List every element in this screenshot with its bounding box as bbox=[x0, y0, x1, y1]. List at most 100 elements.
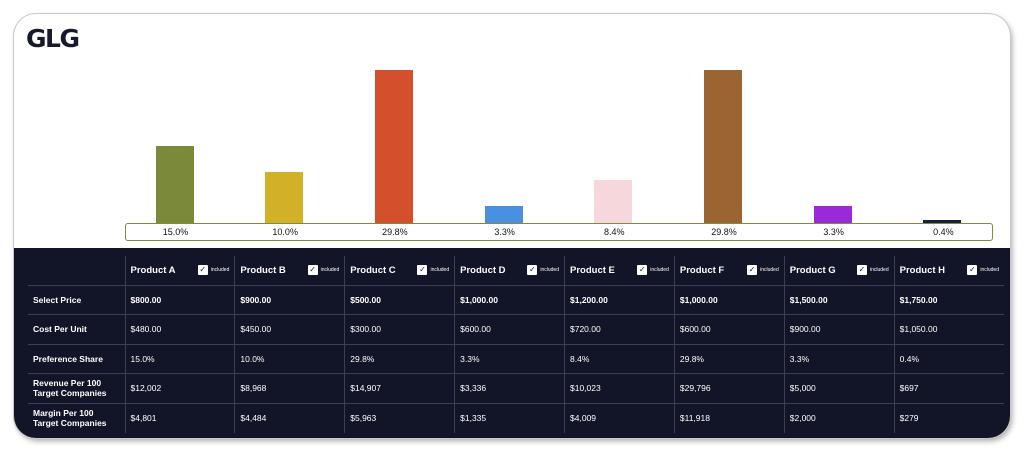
table-cell: $720.00 bbox=[564, 314, 675, 345]
bar-data-label: 3.3% bbox=[823, 227, 844, 237]
row-label: Margin Per 100 Target Companies bbox=[33, 408, 107, 428]
product-header-cell: Product E ✓ included bbox=[564, 256, 675, 286]
table-cell: $4,009 bbox=[564, 403, 675, 433]
table-cell[interactable]: $1,200.00 bbox=[564, 285, 675, 315]
included-checkbox-icon[interactable]: ✓ bbox=[417, 265, 428, 276]
product-header-cell: Product B ✓ included bbox=[234, 256, 345, 286]
glg-logo: GLG bbox=[26, 24, 80, 53]
bar-data-label: 0.4% bbox=[933, 227, 954, 237]
included-label: included bbox=[210, 267, 230, 274]
table-cell: $29,796 bbox=[673, 373, 785, 404]
product-header-cell: Product H ✓ included bbox=[893, 256, 1004, 286]
included-toggle[interactable]: ✓ included bbox=[637, 265, 669, 276]
table-header-row: Product A ✓ included Product B ✓ included Prod… bbox=[28, 256, 1004, 286]
included-checkbox-icon[interactable]: ✓ bbox=[307, 265, 318, 276]
table-cell: $2,000 bbox=[783, 403, 895, 433]
row-label: Preference Share bbox=[28, 344, 125, 374]
included-toggle[interactable]: ✓ included bbox=[967, 265, 999, 276]
row-label: Cost Per Unit bbox=[28, 314, 125, 345]
bar-product-f bbox=[704, 70, 742, 223]
product-table-panel: Product A ✓ included Product B ✓ included Prod… bbox=[14, 248, 1010, 438]
included-toggle[interactable]: ✓ included bbox=[307, 265, 340, 276]
table-cell: $600.00 bbox=[454, 314, 565, 345]
table-cell: 3.3% bbox=[454, 344, 565, 374]
included-toggle[interactable]: ✓ included bbox=[417, 265, 450, 276]
table-cell[interactable]: $1,500.00 bbox=[783, 285, 895, 315]
included-label: included bbox=[980, 267, 999, 274]
bar-product-h bbox=[923, 220, 962, 223]
table-cell[interactable]: $1,000.00 bbox=[673, 285, 785, 315]
table-cell: $8,968 bbox=[234, 373, 345, 404]
included-checkbox-icon[interactable]: ✓ bbox=[856, 265, 867, 276]
table-cell: $1,050.00 bbox=[893, 314, 1004, 345]
included-toggle[interactable]: ✓ included bbox=[197, 265, 230, 276]
table-cell: $279 bbox=[893, 403, 1004, 433]
table-row: Preference Share 15.0% 10.0% 29.8% 3.3% 8.4% 2… bbox=[28, 344, 1004, 374]
included-toggle[interactable]: ✓ included bbox=[527, 265, 559, 276]
row-label: Revenue Per 100 Target Companies bbox=[28, 373, 125, 404]
table-cell: $4,484 bbox=[234, 403, 345, 433]
included-checkbox-icon[interactable]: ✓ bbox=[747, 265, 758, 276]
table-cell: 15.0% bbox=[124, 344, 235, 374]
bar-data-label: 29.8% bbox=[382, 227, 408, 237]
product-name: Product G bbox=[789, 264, 836, 276]
table-cell: $600.00 bbox=[673, 314, 785, 345]
product-header-cell: Product D ✓ included bbox=[454, 256, 565, 286]
product-header-cell: Product F ✓ included bbox=[673, 256, 785, 286]
table-cell: $1,335 bbox=[454, 403, 565, 433]
included-label: included bbox=[320, 267, 340, 274]
bar-product-b bbox=[265, 172, 304, 223]
product-header-cell: Product C ✓ included bbox=[344, 256, 455, 286]
table-cell: $10,023 bbox=[564, 373, 675, 404]
table-row: Revenue Per 100 Target Companies $12,002 $… bbox=[28, 373, 1004, 404]
included-checkbox-icon[interactable]: ✓ bbox=[197, 265, 208, 276]
table-cell: $11,918 bbox=[673, 403, 785, 433]
table-corner-cell bbox=[28, 256, 125, 286]
bar-data-label: 8.4% bbox=[604, 227, 625, 237]
product-name: Product A bbox=[130, 264, 176, 276]
bar-data-label: 29.8% bbox=[711, 227, 737, 237]
included-checkbox-icon[interactable]: ✓ bbox=[967, 265, 978, 276]
table-row: Select Price $800.00 $900.00 $500.00 $1,000.… bbox=[28, 285, 1004, 315]
product-name: Product C bbox=[350, 264, 396, 276]
included-toggle[interactable]: ✓ included bbox=[856, 265, 889, 276]
table-cell: $4,801 bbox=[124, 403, 235, 433]
table-cell: $697 bbox=[893, 373, 1004, 404]
simulator-card: GLG 15.0% 10.0% 29.8% 3.3% 8.4% 29.8% 3.3% 0.4%… bbox=[14, 14, 1010, 438]
table-cell: $14,907 bbox=[344, 373, 455, 404]
product-name: Product F bbox=[679, 264, 725, 276]
bar-data-label: 3.3% bbox=[494, 227, 515, 237]
table-cell: 3.3% bbox=[783, 344, 895, 374]
bar-product-d bbox=[484, 206, 523, 223]
table-cell: $450.00 bbox=[234, 314, 345, 345]
share-labels-strip: 15.0% 10.0% 29.8% 3.3% 8.4% 29.8% 3.3% 0.4% bbox=[125, 223, 993, 241]
table-cell: 10.0% bbox=[234, 344, 345, 374]
included-checkbox-icon[interactable]: ✓ bbox=[527, 265, 538, 276]
preference-share-bar-chart: 15.0% 10.0% 29.8% 3.3% 8.4% 29.8% 3.3% 0.4% bbox=[14, 14, 1010, 248]
product-name: Product D bbox=[460, 264, 506, 276]
table-cell: 8.4% bbox=[564, 344, 675, 374]
product-name: Product E bbox=[570, 264, 615, 276]
table-cell[interactable]: $800.00 bbox=[124, 285, 235, 315]
table-cell[interactable]: $900.00 bbox=[234, 285, 345, 315]
table-row: Cost Per Unit $480.00 $450.00 $300.00 $600.0… bbox=[28, 314, 1004, 345]
product-name: Product H bbox=[899, 264, 946, 276]
product-name: Product B bbox=[240, 264, 286, 276]
table-cell: $3,336 bbox=[454, 373, 565, 404]
included-label: included bbox=[650, 267, 669, 274]
product-header-cell: Product G ✓ included bbox=[783, 256, 895, 286]
included-label: included bbox=[760, 267, 779, 274]
table-cell: 0.4% bbox=[893, 344, 1004, 374]
included-checkbox-icon[interactable]: ✓ bbox=[637, 265, 648, 276]
table-cell[interactable]: $500.00 bbox=[344, 285, 455, 315]
table-cell: $900.00 bbox=[783, 314, 895, 345]
table-cell: 29.8% bbox=[673, 344, 785, 374]
bar-product-g bbox=[813, 206, 852, 223]
table-cell[interactable]: $1,750.00 bbox=[893, 285, 1004, 315]
table-cell[interactable]: $1,000.00 bbox=[454, 285, 565, 315]
table-cell: $300.00 bbox=[344, 314, 455, 345]
bar-data-label: 15.0% bbox=[162, 227, 189, 237]
included-label: included bbox=[430, 267, 450, 274]
product-table: Product A ✓ included Product B ✓ included Prod… bbox=[28, 256, 1004, 433]
included-toggle[interactable]: ✓ included bbox=[747, 265, 779, 276]
